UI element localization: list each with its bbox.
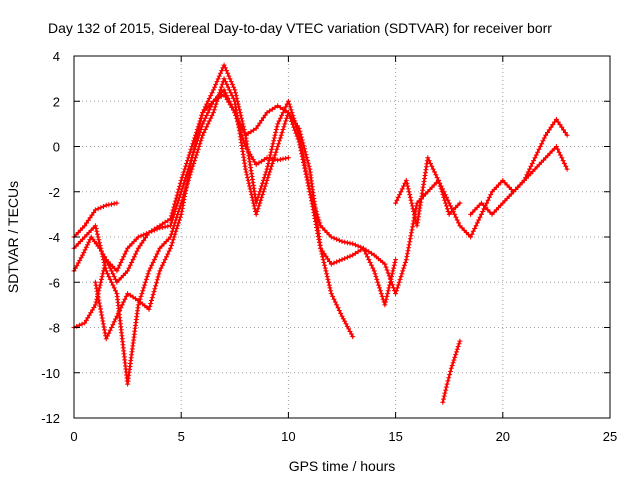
series-points: [71, 200, 120, 240]
y-tick-label: -2: [48, 185, 60, 200]
series-line: [469, 118, 569, 216]
x-tick-label: 0: [70, 429, 77, 444]
series-track-8: [440, 338, 463, 405]
series-points: [468, 116, 570, 217]
chart-title: Day 132 of 2015, Sidereal Day-to-day VTE…: [48, 20, 552, 36]
x-tick-label: 25: [603, 429, 617, 444]
series-track-5: [92, 87, 291, 342]
series-points: [71, 76, 399, 387]
series-points: [92, 87, 291, 342]
series-line: [94, 88, 290, 340]
x-tick-label: 15: [388, 429, 402, 444]
x-tick-label: 10: [281, 429, 295, 444]
series-track-7: [468, 116, 570, 217]
y-tick-label: 0: [53, 140, 60, 155]
y-tick-label: -4: [48, 230, 60, 245]
grid: [74, 56, 610, 418]
y-tick-label: -10: [41, 366, 60, 381]
series-track-6: [393, 144, 570, 240]
y-tick-label: -12: [41, 411, 60, 426]
y-tick-label: -6: [48, 275, 60, 290]
x-axis-label: GPS time / hours: [289, 458, 396, 474]
data-series: [71, 62, 570, 405]
y-axis-label: SDTVAR / TECUs: [5, 181, 21, 293]
y-tick-label: 4: [53, 49, 60, 64]
series-points: [393, 144, 570, 240]
y-tick-label: 2: [53, 94, 60, 109]
y-tick-label: -8: [48, 321, 60, 336]
series-track-1: [71, 200, 120, 240]
x-tick-label: 20: [496, 429, 510, 444]
series-points: [440, 338, 463, 405]
x-tick-label: 5: [178, 429, 185, 444]
series-track-4: [71, 76, 399, 387]
